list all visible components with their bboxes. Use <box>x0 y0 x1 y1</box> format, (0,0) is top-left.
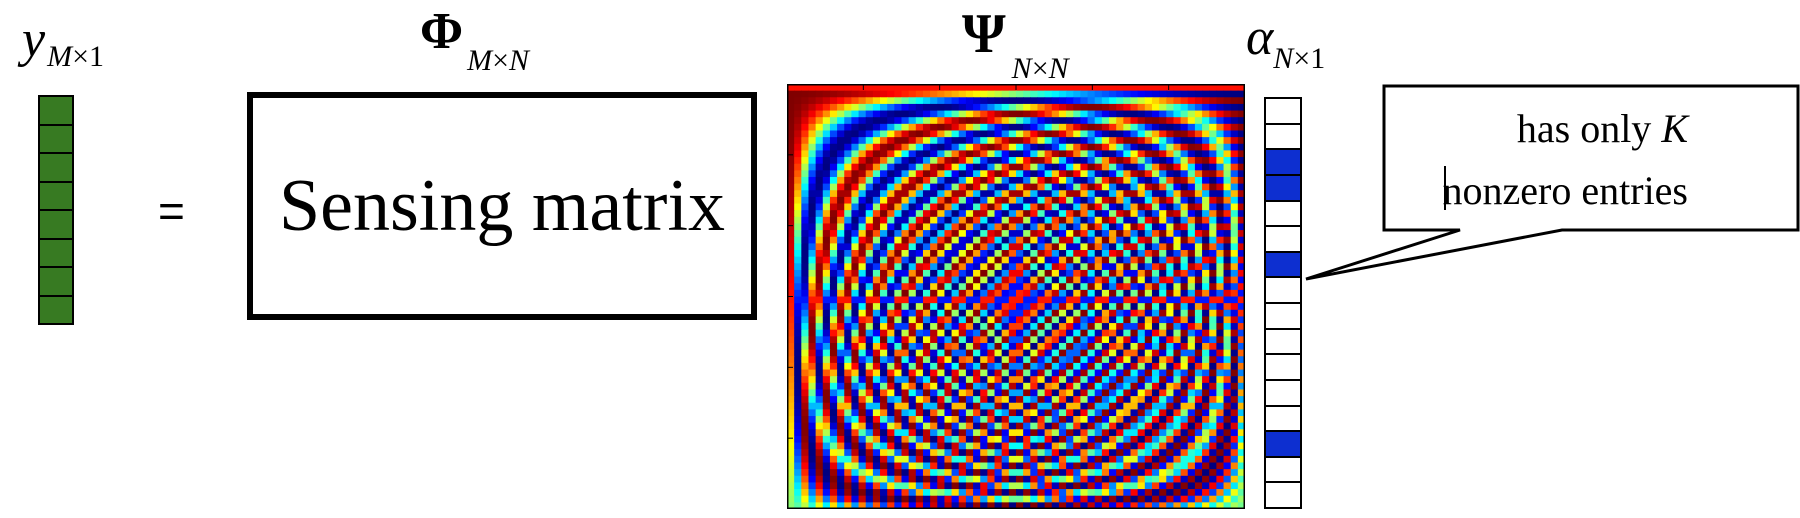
alpha-cell-zero <box>1266 329 1300 356</box>
alpha-cell-zero <box>1266 99 1300 125</box>
equals-sign: = <box>158 185 185 237</box>
sensing-matrix-box: Sensing matrix <box>247 92 757 320</box>
alpha-cell-zero <box>1266 483 1300 507</box>
callout-text: has only K nonzero entries <box>1386 98 1730 222</box>
alpha-cell-nonzero <box>1266 175 1300 202</box>
alpha-cell-zero <box>1266 304 1300 330</box>
alpha-cell-zero <box>1266 124 1300 151</box>
callout-line-2: nonzero entries <box>1442 168 1688 213</box>
y-vector-cell <box>40 182 72 211</box>
alpha-cell-zero <box>1266 380 1300 407</box>
y-vector-cell <box>40 211 72 240</box>
y-vector <box>38 95 74 325</box>
alpha-cell-zero <box>1266 227 1300 253</box>
alpha-cell-zero <box>1266 355 1300 381</box>
alpha-cell-zero <box>1266 406 1300 433</box>
alpha-cell-zero <box>1266 457 1300 484</box>
y-vector-cell <box>40 268 72 297</box>
callout-line-1: has only K <box>1516 106 1688 151</box>
alpha-cell-nonzero <box>1266 252 1300 279</box>
label-alpha: αN×1 <box>1246 9 1326 75</box>
text-cursor <box>1444 166 1446 210</box>
label-phi: ΦM×N <box>420 3 530 77</box>
y-vector-cell <box>40 125 72 154</box>
y-vector-cell <box>40 296 72 323</box>
alpha-cell-nonzero <box>1266 432 1300 458</box>
sensing-matrix-label: Sensing matrix <box>278 164 726 247</box>
alpha-sparse-vector <box>1264 97 1302 509</box>
y-vector-cell <box>40 154 72 183</box>
label-y: yM×1 <box>22 11 105 73</box>
alpha-cell-zero <box>1266 278 1300 304</box>
psi-dct-heatmap <box>787 84 1245 509</box>
alpha-cell-zero <box>1266 201 1300 228</box>
y-vector-cell <box>40 97 72 126</box>
label-psi: ΨN×N <box>962 3 1069 85</box>
alpha-cell-nonzero <box>1266 150 1300 176</box>
y-vector-cell <box>40 239 72 268</box>
